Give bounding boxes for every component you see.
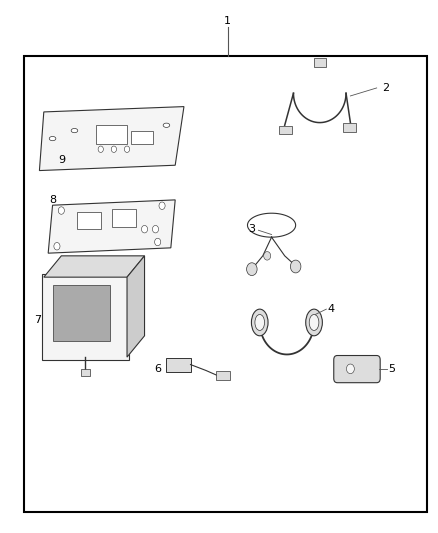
FancyBboxPatch shape: [96, 125, 127, 144]
Circle shape: [290, 260, 301, 273]
FancyBboxPatch shape: [131, 131, 153, 144]
Circle shape: [247, 263, 257, 276]
Text: 8: 8: [49, 195, 56, 205]
FancyBboxPatch shape: [77, 212, 101, 229]
FancyBboxPatch shape: [216, 371, 230, 380]
Ellipse shape: [255, 314, 265, 330]
Polygon shape: [44, 256, 145, 277]
Text: 9: 9: [58, 155, 65, 165]
Circle shape: [155, 238, 161, 246]
Ellipse shape: [309, 314, 319, 330]
Circle shape: [58, 207, 64, 214]
Ellipse shape: [346, 364, 354, 374]
Ellipse shape: [306, 309, 322, 336]
Polygon shape: [127, 256, 145, 357]
Text: 3: 3: [248, 224, 255, 234]
Circle shape: [159, 202, 165, 209]
Circle shape: [111, 146, 117, 152]
FancyBboxPatch shape: [279, 126, 292, 134]
Circle shape: [152, 225, 159, 233]
Text: 4: 4: [327, 304, 334, 314]
Polygon shape: [39, 107, 184, 171]
FancyBboxPatch shape: [166, 358, 191, 372]
Circle shape: [124, 146, 130, 152]
FancyBboxPatch shape: [343, 123, 356, 132]
FancyBboxPatch shape: [24, 56, 427, 512]
Ellipse shape: [71, 128, 78, 133]
Polygon shape: [48, 200, 175, 253]
Circle shape: [141, 225, 148, 233]
Ellipse shape: [49, 136, 56, 141]
Text: 5: 5: [389, 364, 396, 374]
FancyBboxPatch shape: [81, 369, 90, 376]
Text: 7: 7: [34, 315, 41, 325]
FancyBboxPatch shape: [314, 58, 326, 67]
FancyBboxPatch shape: [112, 209, 136, 227]
Text: 2: 2: [382, 83, 389, 93]
Ellipse shape: [163, 123, 170, 127]
Circle shape: [264, 252, 271, 260]
Circle shape: [54, 243, 60, 250]
FancyBboxPatch shape: [334, 356, 380, 383]
FancyBboxPatch shape: [53, 285, 110, 341]
Circle shape: [98, 146, 103, 152]
FancyBboxPatch shape: [42, 274, 129, 360]
Text: 1: 1: [224, 17, 231, 26]
Text: 6: 6: [154, 364, 161, 374]
Ellipse shape: [251, 309, 268, 336]
